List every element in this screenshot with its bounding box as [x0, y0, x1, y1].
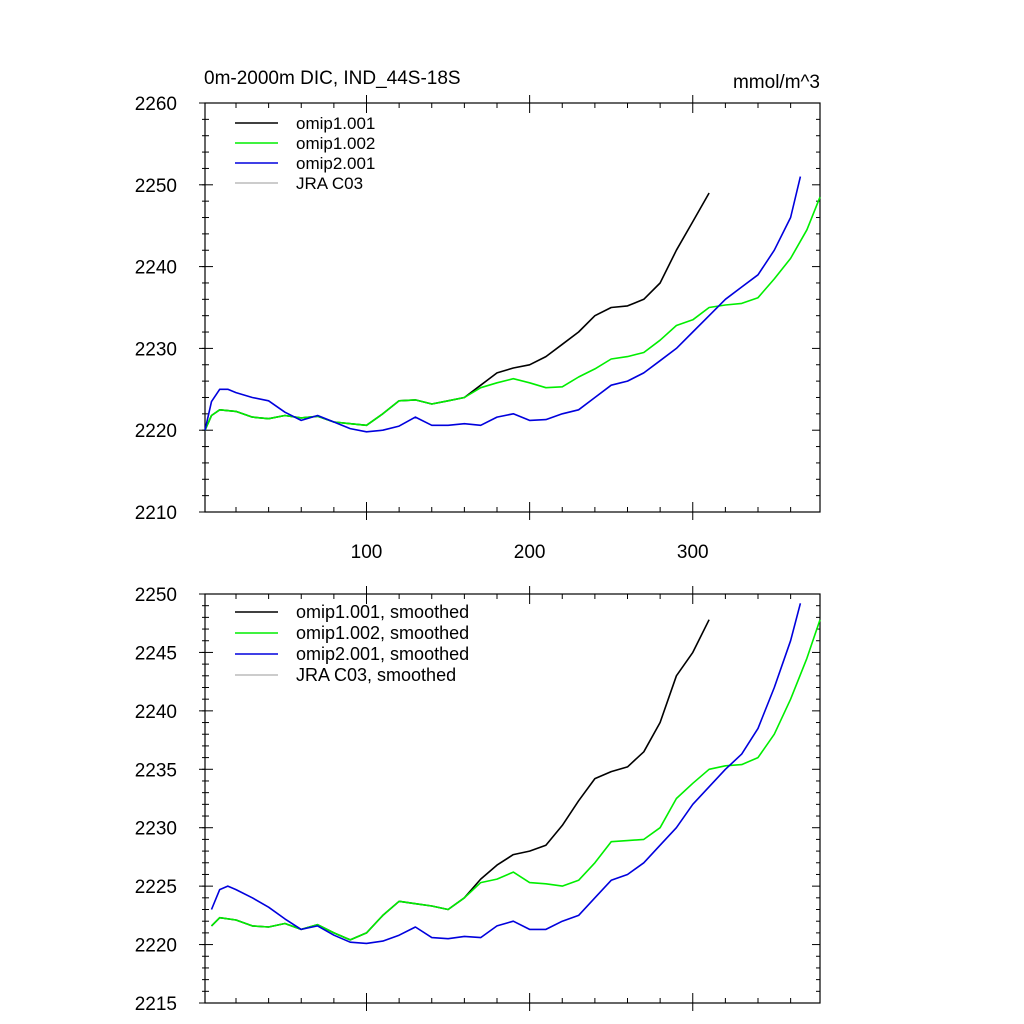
y-tick-label: 2230 — [135, 819, 177, 840]
series-lines — [210, 603, 821, 945]
y-tick-label: 2225 — [135, 877, 177, 898]
series-line — [204, 192, 710, 431]
y-tick-label: 2260 — [135, 94, 177, 115]
units-label: mmol/m^3 — [733, 72, 820, 93]
x-tick-label: 100 — [351, 542, 383, 563]
legend-label: JRA C03 — [296, 174, 363, 193]
y-tick-label: 2250 — [135, 176, 177, 197]
y-tick-label: 2240 — [135, 258, 177, 279]
y-tick-label: 2240 — [135, 702, 177, 723]
y-tick-label: 2215 — [135, 994, 177, 1015]
y-tick-label: 2250 — [135, 585, 177, 606]
legend-label: omip1.001, smoothed — [296, 602, 469, 622]
x-tick-label: 200 — [514, 542, 546, 563]
series-lines — [204, 176, 821, 433]
legend-label: omip2.001 — [296, 154, 375, 173]
plot-frame — [204, 593, 821, 1004]
series-line — [210, 603, 802, 945]
y-axis: 2210 2220 2230 2240 2250 2260 — [135, 94, 820, 524]
legend-label: omip1.002, smoothed — [296, 623, 469, 643]
y-tick-label: 2230 — [135, 339, 177, 360]
y-tick-label: 2220 — [135, 936, 177, 957]
legend-label: omip1.001 — [296, 114, 375, 133]
legend-label: JRA C03, smoothed — [296, 665, 456, 685]
legend-label: omip2.001, smoothed — [296, 644, 469, 664]
y-axis: 2215 2220 2225 2230 2235 2240 2245 2250 — [135, 585, 820, 1015]
plot-frame — [204, 102, 821, 513]
y-tick-label: 2245 — [135, 643, 177, 664]
y-tick-label: 2220 — [135, 421, 177, 442]
top-panel: 0m-2000m DIC, IND_44S-18S mmol/m^3 22102… — [135, 68, 821, 563]
x-axis: 100 200 300 — [235, 95, 792, 563]
series-line — [204, 196, 821, 431]
series-line — [210, 619, 710, 941]
legend-label: omip1.002 — [296, 134, 375, 153]
chart-title: 0m-2000m DIC, IND_44S-18S — [204, 68, 461, 89]
bottom-panel: 2215 2220 2225 2230 2235 2240 2245 2250 omip1.0… — [135, 585, 821, 1015]
y-tick-label: 2210 — [135, 503, 177, 524]
series-line — [204, 176, 802, 433]
y-tick-label: 2235 — [135, 760, 177, 781]
x-axis — [235, 586, 792, 1011]
x-tick-label: 300 — [677, 542, 709, 563]
